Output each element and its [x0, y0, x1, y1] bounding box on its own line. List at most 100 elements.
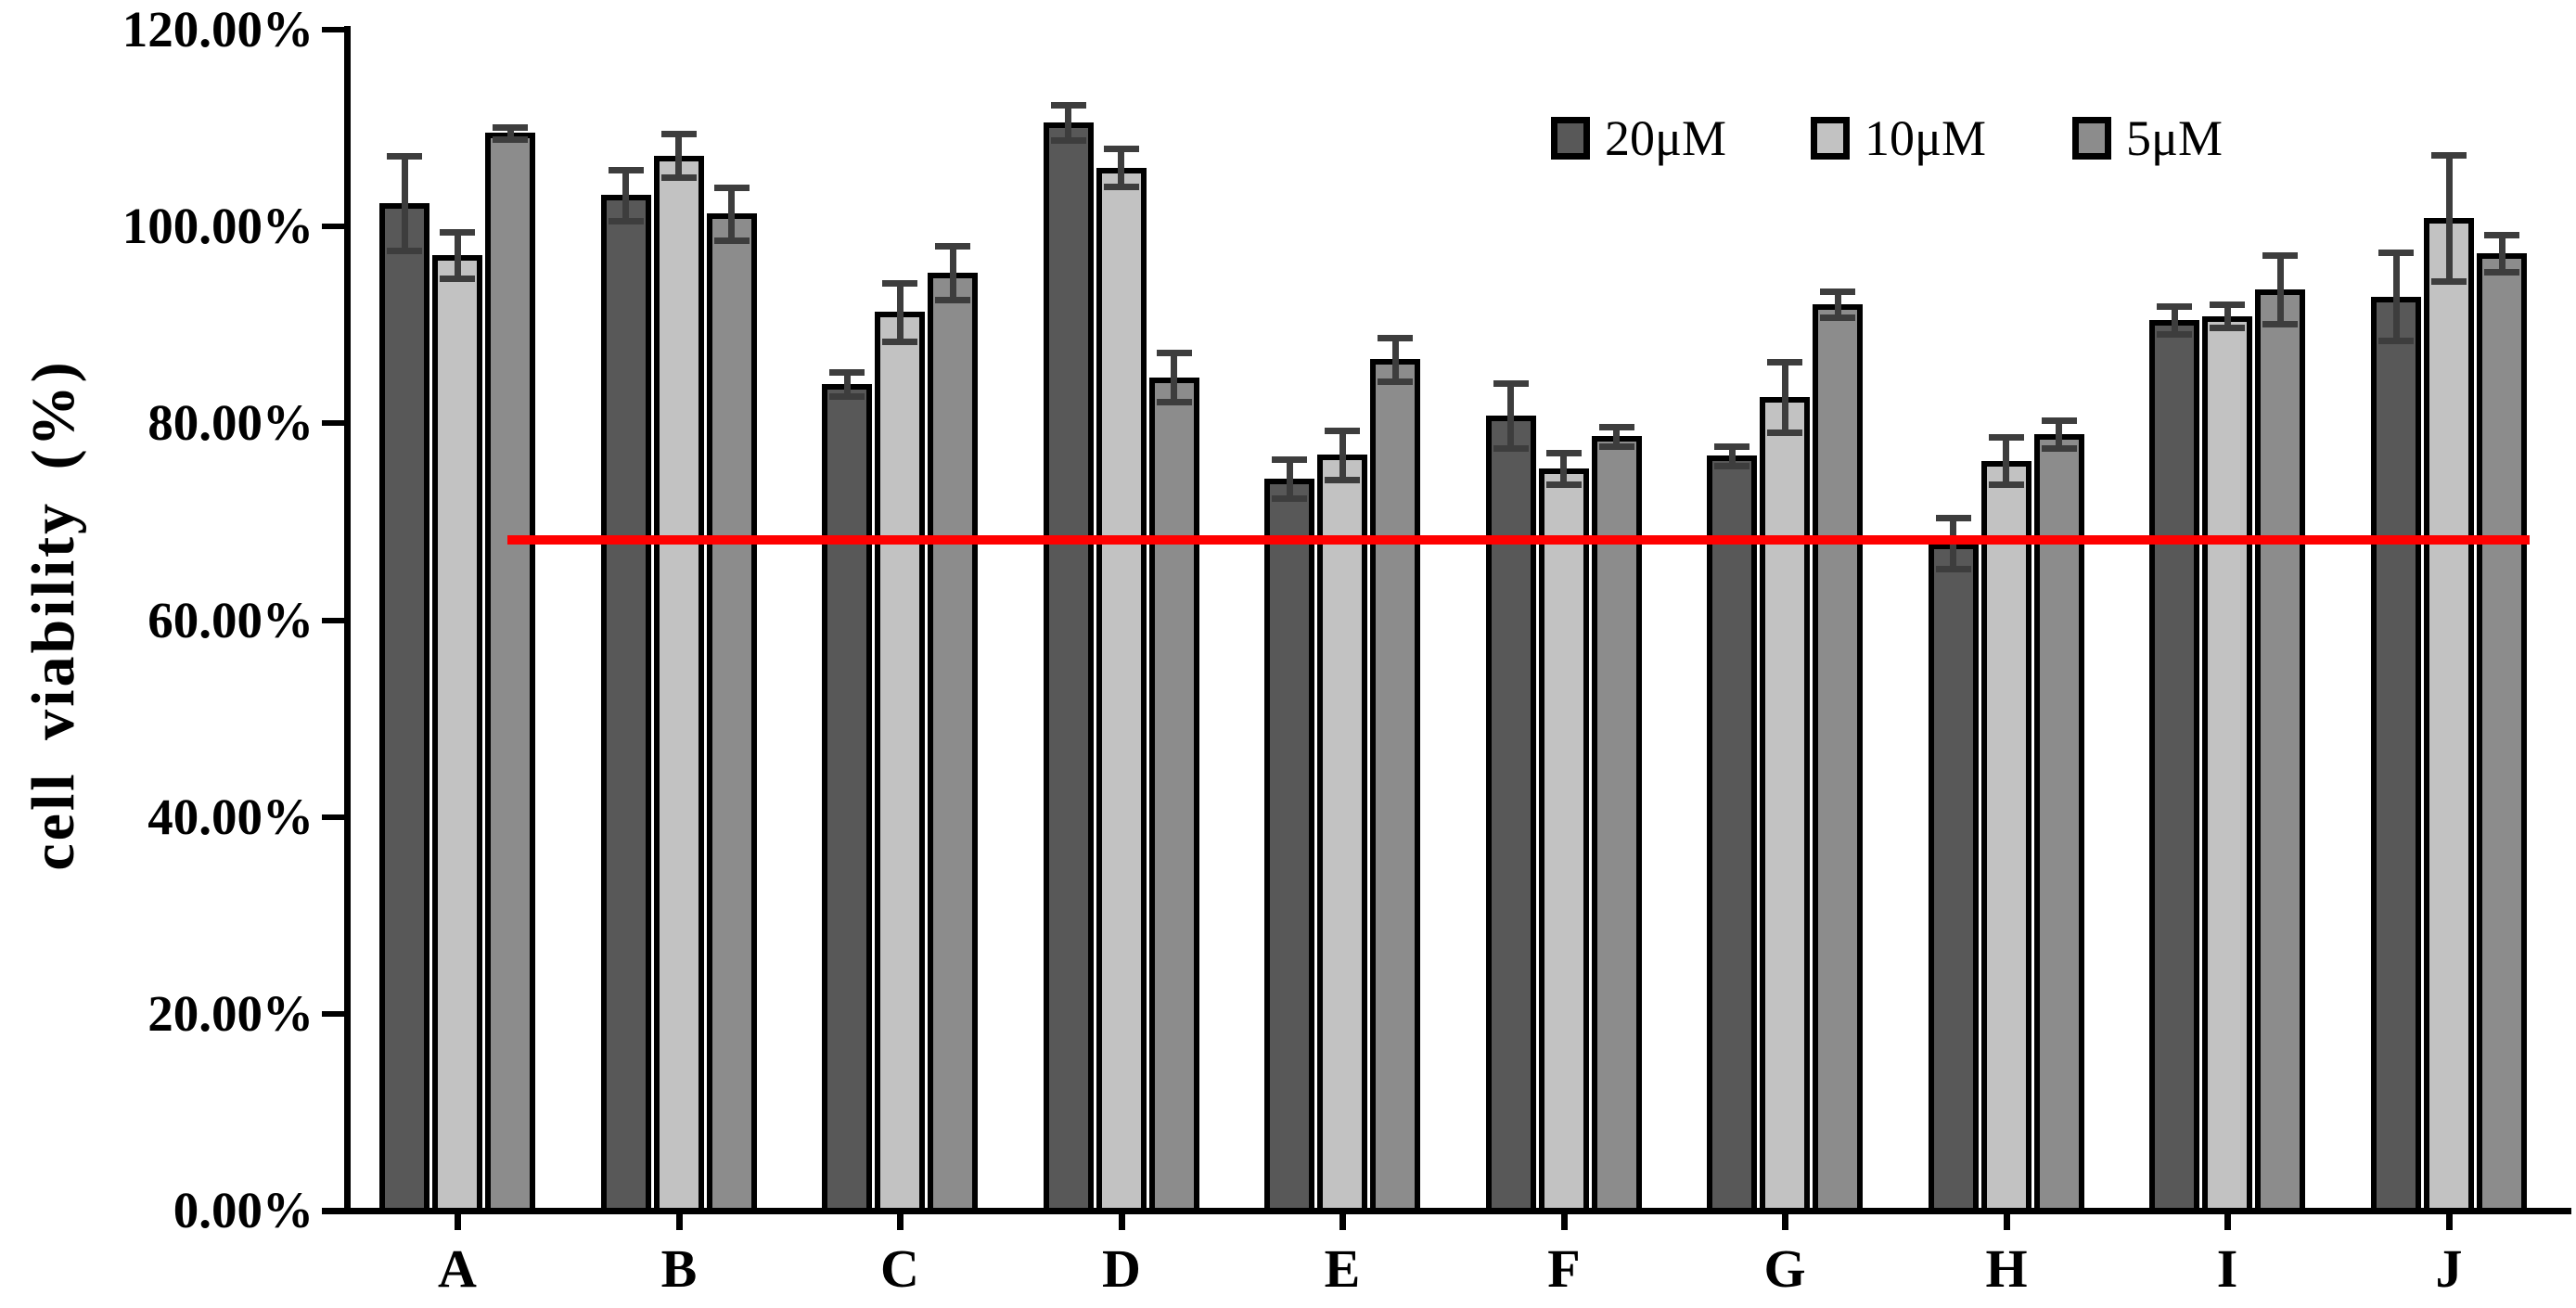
error-bar-cap-bottom — [1599, 443, 1634, 450]
y-tick — [322, 814, 348, 820]
error-bar-cap-bottom — [1546, 481, 1582, 488]
error-bar-stem — [1782, 362, 1788, 432]
error-bar-cap-top — [2210, 301, 2245, 308]
error-bar-cap-bottom — [1325, 477, 1360, 483]
x-tick — [455, 1214, 461, 1230]
y-tick — [322, 27, 348, 32]
error-bar-cap-bottom — [493, 136, 528, 143]
error-bar-stem — [402, 156, 408, 250]
error-bar-cap-top — [2157, 303, 2192, 310]
bar-E-5μM — [1370, 359, 1420, 1214]
category-label-H: H — [1985, 1238, 2028, 1299]
legend-item-10uM: 10μM — [1811, 113, 1986, 163]
bar-E-10μM — [1317, 455, 1367, 1214]
x-tick — [1782, 1214, 1788, 1230]
error-bar-stem — [1507, 383, 1514, 448]
error-bar-cap-bottom — [1157, 399, 1192, 405]
error-bar-stem — [1392, 338, 1399, 381]
error-bar-cap-top — [1714, 443, 1749, 450]
error-bar-cap-bottom — [1820, 314, 1855, 321]
x-tick — [2004, 1214, 2010, 1230]
error-bar-cap-bottom — [935, 297, 970, 303]
error-bar-cap-top — [661, 131, 697, 137]
y-tick-label: 100.00% — [122, 198, 314, 254]
error-bar-stem — [675, 134, 682, 177]
error-bar-cap-bottom — [440, 276, 475, 282]
error-bar-cap-top — [1157, 350, 1192, 356]
x-tick — [1339, 1214, 1346, 1230]
error-bar-cap-top — [1936, 515, 1971, 521]
y-tick — [322, 618, 348, 623]
bar-A-5μM — [485, 133, 535, 1214]
error-bar-stem — [622, 170, 629, 221]
bar-A-20μM — [379, 203, 429, 1214]
error-bar-cap-bottom — [1714, 463, 1749, 469]
y-tick-label: 40.00% — [147, 789, 314, 845]
reference-line — [507, 535, 2530, 545]
bar-G-20μM — [1707, 455, 1757, 1214]
error-bar-cap-top — [1378, 335, 1413, 341]
error-bar-cap-bottom — [714, 237, 750, 244]
error-bar-cap-top — [1493, 380, 1529, 387]
error-bar-cap-bottom — [1767, 430, 1802, 436]
legend-swatch-5uM — [2072, 117, 2111, 160]
bar-I-10μM — [2202, 316, 2252, 1214]
error-bar-stem — [2172, 306, 2178, 334]
error-bar-stem — [897, 283, 904, 342]
error-bar-cap-top — [387, 153, 422, 160]
bar-D-10μM — [1096, 168, 1147, 1214]
x-tick — [897, 1214, 904, 1230]
error-bar-cap-top — [882, 280, 917, 287]
bar-H-20μM — [1929, 544, 1979, 1214]
error-bar-cap-bottom — [882, 339, 917, 345]
category-label-E: E — [1324, 1238, 1361, 1299]
error-bar-cap-top — [2484, 232, 2519, 238]
category-label-I: I — [2216, 1238, 2238, 1299]
error-bar-cap-bottom — [1989, 481, 2024, 488]
bar-B-20μM — [601, 195, 651, 1214]
error-bar-cap-top — [2431, 152, 2467, 159]
error-bar-cap-top — [493, 124, 528, 131]
error-bar-stem — [2446, 155, 2453, 281]
legend-label-10uM: 10μM — [1865, 110, 1986, 166]
error-bar-cap-top — [609, 167, 644, 173]
error-bar-cap-bottom — [2378, 338, 2414, 344]
error-bar-stem — [2499, 235, 2506, 272]
error-bar-cap-bottom — [1936, 566, 1971, 572]
bar-A-10μM — [432, 255, 482, 1214]
error-bar-stem — [2224, 304, 2231, 327]
error-bar-cap-top — [2042, 417, 2077, 424]
bar-G-5μM — [1813, 304, 1863, 1214]
error-bar-cap-bottom — [387, 248, 422, 254]
error-bar-stem — [1171, 353, 1177, 402]
error-bar-cap-top — [829, 369, 865, 376]
error-bar-stem — [950, 246, 956, 299]
error-bar-cap-top — [1051, 102, 1086, 109]
x-tick — [1561, 1214, 1568, 1230]
error-bar-stem — [1560, 453, 1567, 484]
error-bar-stem — [455, 232, 461, 279]
bar-J-5μM — [2477, 253, 2527, 1214]
error-bar-stem — [1613, 427, 1620, 446]
error-bar-cap-top — [2262, 252, 2298, 259]
legend-label-20uM: 20μM — [1605, 110, 1726, 166]
bar-B-5μM — [707, 213, 757, 1214]
error-bar-cap-bottom — [2042, 445, 2077, 452]
category-label-F: F — [1547, 1238, 1581, 1299]
legend-swatch-20uM — [1551, 117, 1590, 160]
bar-C-5μM — [928, 273, 978, 1214]
bar-D-20μM — [1044, 122, 1094, 1214]
legend-item-5uM: 5μM — [2072, 113, 2223, 163]
error-bar-cap-top — [1599, 424, 1634, 430]
error-bar-cap-top — [2378, 250, 2414, 256]
bar-B-10μM — [654, 156, 704, 1214]
category-label-G: G — [1763, 1238, 1806, 1299]
error-bar-stem — [1065, 105, 1071, 140]
error-bar-cap-bottom — [829, 393, 865, 400]
error-bar-cap-top — [1272, 456, 1307, 463]
error-bar-stem — [1835, 291, 1841, 317]
x-tick — [676, 1214, 683, 1230]
y-tick — [322, 420, 348, 426]
legend-swatch-10uM — [1811, 117, 1850, 160]
